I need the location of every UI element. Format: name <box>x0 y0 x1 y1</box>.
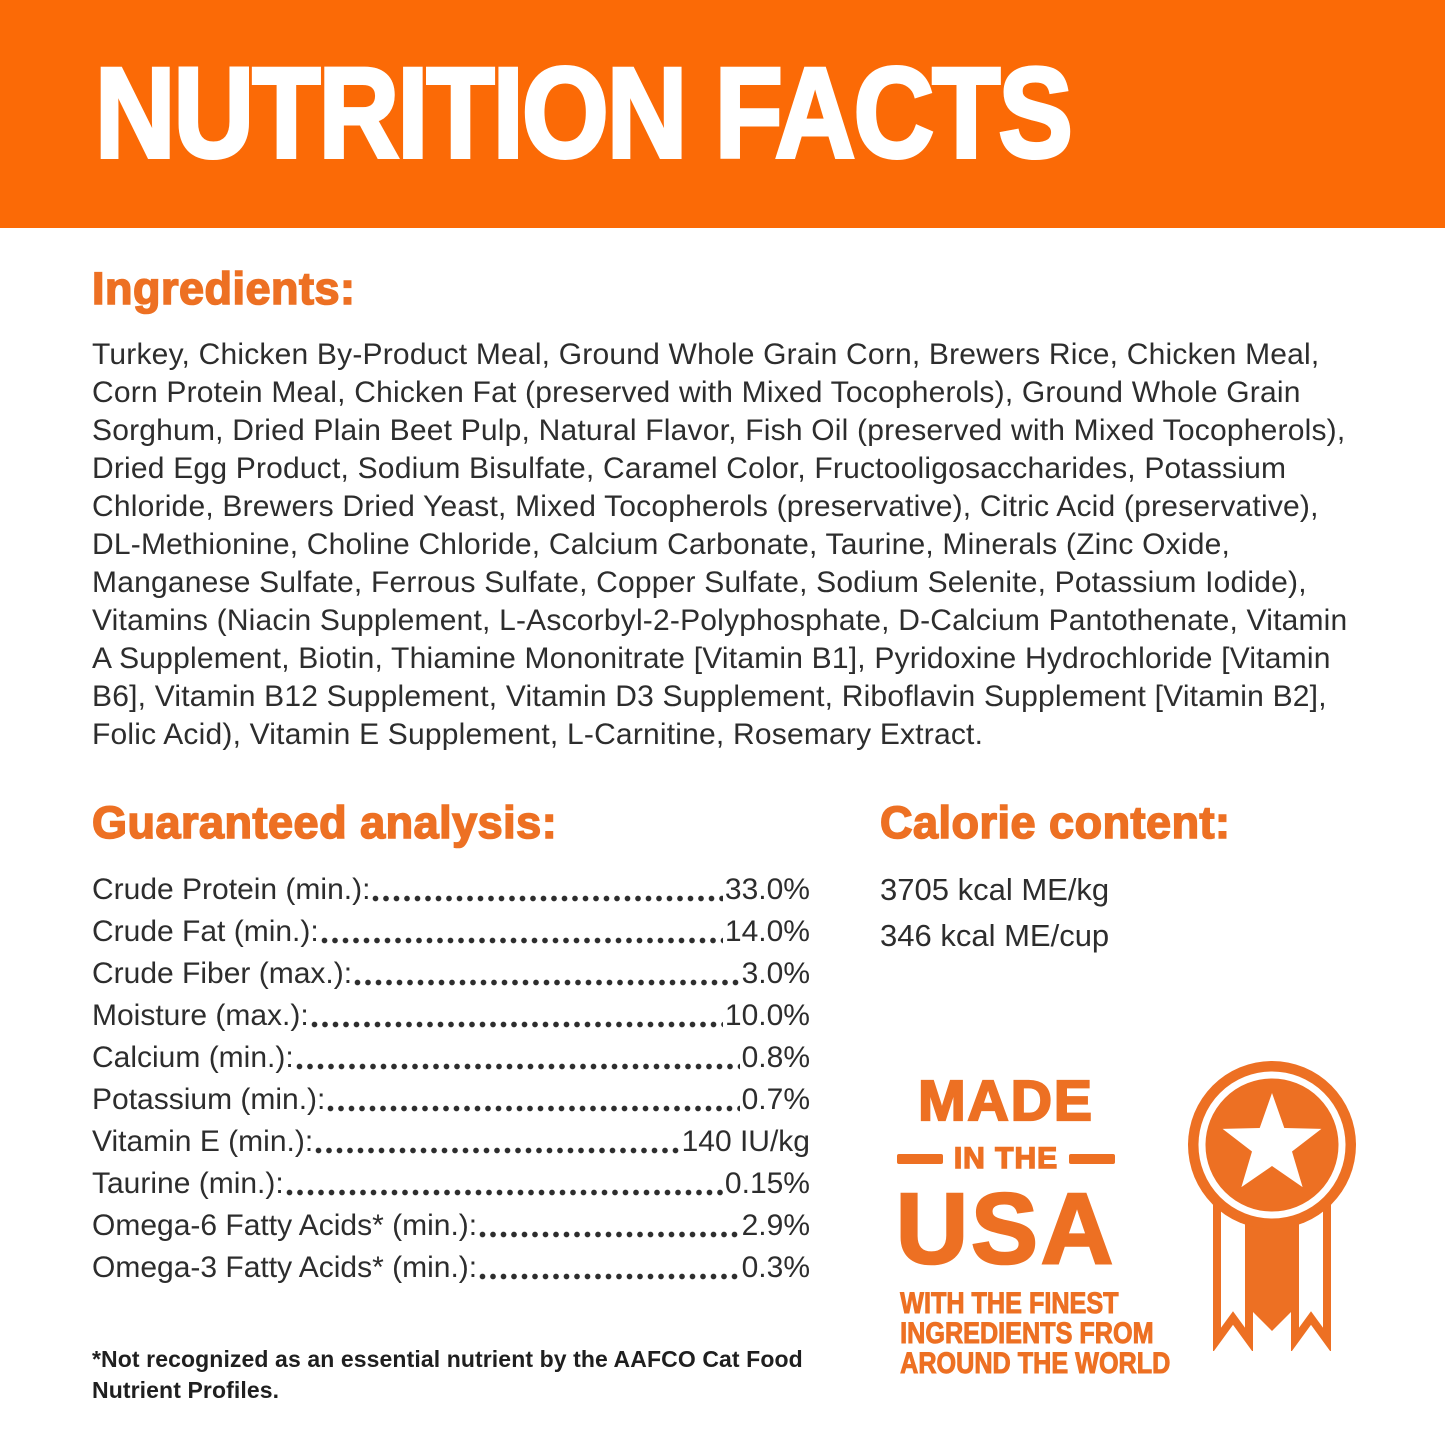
dotted-leader <box>285 1189 723 1196</box>
dotted-leader <box>479 1273 740 1280</box>
calorie-line-cup: 346 kcal ME/cup <box>880 918 1110 953</box>
dotted-leader <box>295 1063 740 1070</box>
nutrient-label: Crude Protein (min.): <box>92 873 371 906</box>
lower-columns: Guaranteed analysis: Crude Protein (min.… <box>91 796 1358 1407</box>
usa-label: USA <box>895 1173 1117 1285</box>
table-row: Crude Protein (min.): 33.0% <box>92 871 810 908</box>
ingredients-section: Ingredients: Turkey, Chicken By-Product … <box>91 263 1355 754</box>
nutrient-label: Crude Fat (min.): <box>92 915 319 948</box>
dotted-leader <box>372 895 723 902</box>
nutrient-label: Omega-6 Fatty Acids* (min.): <box>92 1209 478 1242</box>
nutrient-value: 33.0% <box>724 873 810 906</box>
nutrient-value: 0.15% <box>724 1167 810 1200</box>
made-in-usa-text: MADE IN THE USA WITH THE FINEST INGREDIE… <box>880 1059 1171 1380</box>
in-the-label: IN THE <box>880 1141 1132 1176</box>
nutrient-label: Potassium (min.): <box>92 1083 326 1116</box>
star-ribbon-badge-icon <box>1188 1061 1356 1351</box>
calorie-line-kg: 3705 kcal ME/kg <box>880 872 1110 907</box>
dash-left <box>896 1154 943 1164</box>
table-row: Taurine (min.): 0.15% <box>92 1165 810 1202</box>
tagline-line: INGREDIENTS FROM <box>900 1317 1154 1350</box>
made-label: MADE <box>917 1069 1094 1133</box>
nutrient-value: 0.8% <box>741 1041 810 1074</box>
nutrient-label: Calcium (min.): <box>92 1041 294 1074</box>
dotted-leader <box>327 1105 740 1112</box>
in-the-text: IN THE <box>953 1141 1059 1175</box>
calorie-content-heading: Calorie content: <box>879 796 1231 848</box>
tagline-line: WITH THE FINEST <box>900 1287 1119 1320</box>
nutrient-label: Taurine (min.): <box>92 1167 284 1200</box>
nutrient-value: 10.0% <box>724 999 810 1032</box>
nutrient-value: 14.0% <box>724 915 810 948</box>
dotted-leader <box>320 937 723 944</box>
footnote: *Not recognized as an essential nutrient… <box>92 1346 803 1403</box>
calorie-content-section: Calorie content: 3705 kcal ME/kg 346 kca… <box>879 796 1358 1407</box>
table-row: Omega-3 Fatty Acids* (min.): 0.3% <box>92 1249 810 1286</box>
table-row: Crude Fiber (max.): 3.0% <box>92 955 810 992</box>
guaranteed-analysis-table: Crude Protein (min.): 33.0% Crude Fat (m… <box>92 871 810 1286</box>
nutrient-label: Omega-3 Fatty Acids* (min.): <box>92 1251 478 1284</box>
table-row: Calcium (min.): 0.8% <box>92 1039 810 1076</box>
nutrient-value: 3.0% <box>741 957 810 990</box>
table-row: Omega-6 Fatty Acids* (min.): 2.9% <box>92 1207 810 1244</box>
ingredients-text: Turkey, Chicken By-Product Meal, Ground … <box>92 337 1348 751</box>
table-row: Moisture (max.): 10.0% <box>92 997 810 1034</box>
usa-tagline: WITH THE FINEST INGREDIENTS FROM AROUND … <box>900 1287 1171 1380</box>
banner: NUTRITION FACTS <box>0 0 1445 228</box>
nutrient-label: Vitamin E (min.): <box>92 1125 314 1158</box>
table-row: Vitamin E (min.): 140 IU/kg <box>92 1123 810 1160</box>
guaranteed-analysis-section: Guaranteed analysis: Crude Protein (min.… <box>91 796 810 1407</box>
nutrient-value: 2.9% <box>741 1209 810 1242</box>
nutrient-value: 0.3% <box>741 1251 810 1284</box>
table-row: Crude Fat (min.): 14.0% <box>92 913 810 950</box>
nutrient-label: Moisture (max.): <box>92 999 309 1032</box>
dotted-leader <box>479 1231 740 1238</box>
nutrient-value: 0.7% <box>741 1083 810 1116</box>
page-title: NUTRITION FACTS <box>93 42 1074 185</box>
made-in-usa-badge: MADE IN THE USA WITH THE FINEST INGREDIE… <box>880 1059 1358 1379</box>
label-content: Ingredients: Turkey, Chicken By-Product … <box>0 263 1445 1407</box>
dotted-leader <box>315 1147 680 1154</box>
dash-right <box>1069 1154 1116 1164</box>
guaranteed-analysis-heading: Guaranteed analysis: <box>91 796 558 848</box>
calorie-lines: 3705 kcal ME/kg 346 kcal ME/cup <box>880 867 1358 959</box>
ingredients-heading: Ingredients: <box>91 263 356 314</box>
tagline-line: AROUND THE WORLD <box>900 1347 1171 1380</box>
dotted-leader <box>354 979 740 986</box>
table-row: Potassium (min.): 0.7% <box>92 1081 810 1118</box>
nutrient-label: Crude Fiber (max.): <box>92 957 353 990</box>
nutrient-value: 140 IU/kg <box>681 1125 810 1158</box>
dotted-leader <box>310 1021 723 1028</box>
